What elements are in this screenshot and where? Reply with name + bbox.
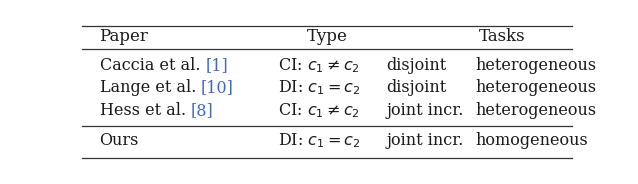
Text: Tasks: Tasks [479, 29, 526, 45]
Text: heterogeneous: heterogeneous [475, 57, 597, 74]
Text: joint incr.: joint incr. [387, 102, 464, 119]
Text: CI: $c_1 \neq c_2$: CI: $c_1 \neq c_2$ [278, 56, 359, 75]
Text: Lange et al.: Lange et al. [100, 79, 201, 96]
Text: heterogeneous: heterogeneous [475, 102, 597, 119]
Text: DI: $c_1 = c_2$: DI: $c_1 = c_2$ [278, 79, 360, 97]
Text: [8]: [8] [191, 102, 214, 119]
Text: Type: Type [306, 29, 348, 45]
Text: Caccia et al.: Caccia et al. [100, 57, 205, 74]
Text: [1]: [1] [205, 57, 228, 74]
Text: CI: $c_1 \neq c_2$: CI: $c_1 \neq c_2$ [278, 101, 359, 120]
Text: Hess et al.: Hess et al. [100, 102, 191, 119]
Text: disjoint: disjoint [387, 57, 447, 74]
Text: joint incr.: joint incr. [387, 132, 464, 149]
Text: [10]: [10] [201, 79, 234, 96]
Text: Paper: Paper [100, 29, 149, 45]
Text: homogeneous: homogeneous [475, 132, 588, 149]
Text: disjoint: disjoint [387, 79, 447, 96]
Text: heterogeneous: heterogeneous [475, 79, 597, 96]
Text: Ours: Ours [100, 132, 139, 149]
Text: DI: $c_1 = c_2$: DI: $c_1 = c_2$ [278, 131, 360, 150]
